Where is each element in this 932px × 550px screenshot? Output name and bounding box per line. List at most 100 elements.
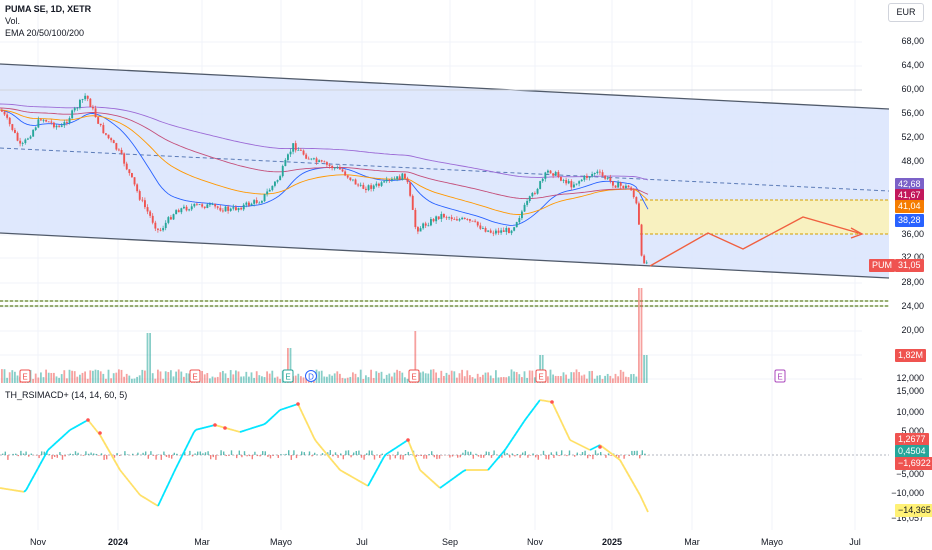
oscillator-line — [491, 462, 495, 466]
candle-body — [396, 176, 399, 179]
oscillator-line — [339, 469, 343, 472]
oscillator-line — [381, 456, 385, 461]
oscillator-line — [591, 447, 595, 450]
oscillator-line — [513, 433, 517, 437]
oscillator-line — [127, 479, 131, 484]
candle-body — [453, 219, 456, 220]
macd-bar — [22, 453, 25, 455]
oscillator-line — [63, 432, 67, 437]
event-marker[interactable]: E — [408, 369, 420, 383]
candle-body — [609, 177, 612, 182]
macd-bar — [15, 453, 17, 455]
oscillator-line — [453, 475, 457, 479]
macd-bar — [228, 455, 230, 456]
oscillator-line — [53, 442, 57, 446]
macd-bar — [516, 453, 519, 455]
candle-body — [471, 220, 474, 222]
candle-body — [206, 204, 209, 209]
candle-body — [138, 191, 141, 200]
volume-bar — [73, 371, 76, 383]
candle-body — [383, 181, 386, 183]
macd-bar — [532, 453, 534, 455]
volume-bar — [55, 376, 58, 383]
currency-button[interactable]: EUR — [888, 3, 924, 22]
candle-body — [487, 230, 490, 232]
macd-bar — [220, 450, 222, 455]
oscillator-line — [167, 480, 171, 486]
candle-body — [268, 189, 271, 192]
volume-bar — [484, 372, 487, 383]
volume-bar — [627, 377, 630, 383]
candle-body — [549, 170, 552, 174]
macd-bar — [241, 455, 243, 458]
volume-bar — [458, 373, 461, 383]
candle-body — [596, 171, 599, 174]
oscillator-line — [627, 473, 631, 478]
volume-bar — [552, 374, 554, 383]
oscillator-line — [579, 444, 583, 447]
oscillator-line — [271, 414, 275, 419]
oscillator-line — [575, 442, 579, 445]
macd-bar — [467, 451, 469, 455]
candle-body — [630, 187, 633, 191]
time-axis-label: Nov — [526, 537, 544, 547]
event-marker-badge — [189, 369, 201, 383]
event-marker[interactable]: E — [535, 369, 547, 383]
event-marker[interactable]: E — [282, 369, 294, 383]
macd-bar — [438, 455, 441, 459]
oscillator-line — [169, 475, 173, 481]
event-marker[interactable]: E — [189, 369, 201, 383]
macd-bar — [316, 454, 318, 455]
macd-bar — [342, 455, 344, 460]
macd-bar — [106, 455, 108, 460]
macd-bar — [223, 451, 225, 455]
volume-bar — [365, 375, 367, 383]
volume-bar — [502, 376, 505, 383]
candle-body — [214, 204, 217, 207]
oscillator-line — [29, 478, 33, 484]
macd-bar — [191, 455, 194, 457]
oscillator-axis-label: −16,057 — [891, 513, 924, 523]
volume-legend[interactable]: Vol. — [5, 16, 21, 26]
candle-body — [474, 220, 477, 222]
oscillator-line — [135, 489, 139, 494]
event-marker[interactable]: D — [305, 370, 317, 382]
volume-bar — [305, 377, 307, 383]
candle-body — [352, 179, 354, 181]
candle-body — [404, 173, 406, 179]
volume-bar — [508, 376, 510, 383]
oscillator-line — [37, 464, 41, 469]
volume-bar — [396, 369, 398, 383]
event-marker[interactable]: E — [774, 369, 786, 383]
candle-body — [60, 125, 63, 127]
candle-body — [271, 185, 274, 190]
macd-bar — [639, 455, 641, 459]
volume-bar — [474, 378, 476, 383]
volume-bar — [492, 378, 495, 383]
macd-bar — [537, 455, 539, 460]
symbol-title[interactable]: PUMA SE, 1D, XETR — [5, 4, 92, 14]
macd-bar — [17, 455, 19, 457]
candle-body — [190, 206, 193, 210]
time-axis-label: Jul — [849, 537, 861, 547]
oscillator-line — [107, 448, 111, 453]
oscillator-line — [305, 420, 309, 426]
macd-bar — [423, 455, 425, 459]
indicator-legend[interactable]: TH_RSIMACD+ (14, 14, 60, 5) — [5, 390, 128, 400]
event-marker-label: E — [285, 373, 290, 382]
volume-bar — [97, 370, 99, 383]
candle-body — [193, 203, 196, 207]
oscillator-line — [47, 447, 51, 451]
volume-bar — [76, 376, 79, 383]
macd-bar — [20, 450, 22, 455]
oscillator-line — [389, 449, 393, 453]
event-marker[interactable]: E — [19, 369, 31, 383]
oscillator-line — [461, 469, 465, 473]
candle-body — [105, 133, 107, 135]
volume-bar — [521, 377, 523, 383]
ema-200-tag: 42,68 — [895, 178, 924, 191]
oscillator-line — [557, 414, 561, 420]
ema-legend[interactable]: EMA 20/50/100/200 — [5, 28, 85, 38]
